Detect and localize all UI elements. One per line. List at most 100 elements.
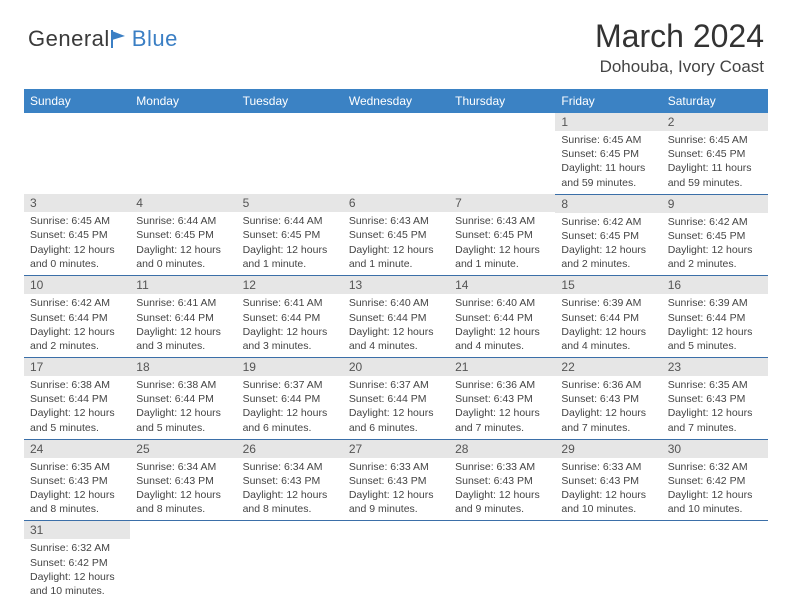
day-number: 1: [555, 113, 661, 131]
daylight-line: Daylight: 12 hours and 5 minutes.: [668, 325, 762, 353]
day-number: 11: [130, 276, 236, 294]
daylight-line: Daylight: 12 hours and 3 minutes.: [136, 325, 230, 353]
empty-cell: [449, 113, 555, 194]
day-cell: 14Sunrise: 6:40 AMSunset: 6:44 PMDayligh…: [449, 276, 555, 358]
day-number: 19: [237, 358, 343, 376]
sunset-line: Sunset: 6:43 PM: [243, 474, 337, 488]
day-details: Sunrise: 6:37 AMSunset: 6:44 PMDaylight:…: [237, 376, 343, 439]
sunset-line: Sunset: 6:43 PM: [561, 474, 655, 488]
weekday-header: Sunday: [24, 89, 130, 113]
day-details: Sunrise: 6:33 AMSunset: 6:43 PMDaylight:…: [343, 458, 449, 521]
logo: General Blue: [28, 18, 178, 52]
location: Dohouba, Ivory Coast: [595, 57, 764, 77]
daylight-line: Daylight: 12 hours and 5 minutes.: [30, 406, 124, 434]
day-cell: 28Sunrise: 6:33 AMSunset: 6:43 PMDayligh…: [449, 439, 555, 521]
day-number: 23: [662, 358, 768, 376]
day-number: 12: [237, 276, 343, 294]
day-details: Sunrise: 6:36 AMSunset: 6:43 PMDaylight:…: [449, 376, 555, 439]
day-cell: 22Sunrise: 6:36 AMSunset: 6:43 PMDayligh…: [555, 358, 661, 440]
day-cell: 15Sunrise: 6:39 AMSunset: 6:44 PMDayligh…: [555, 276, 661, 358]
day-number: 2: [662, 113, 768, 131]
daylight-line: Daylight: 12 hours and 1 minute.: [349, 243, 443, 271]
day-details: Sunrise: 6:34 AMSunset: 6:43 PMDaylight:…: [237, 458, 343, 521]
day-number: 3: [24, 194, 130, 212]
day-details: Sunrise: 6:36 AMSunset: 6:43 PMDaylight:…: [555, 376, 661, 439]
day-cell: 5Sunrise: 6:44 AMSunset: 6:45 PMDaylight…: [237, 194, 343, 276]
empty-cell: [24, 113, 130, 194]
month-title: March 2024: [595, 18, 764, 55]
day-number: 20: [343, 358, 449, 376]
day-details: Sunrise: 6:33 AMSunset: 6:43 PMDaylight:…: [555, 458, 661, 521]
title-block: March 2024 Dohouba, Ivory Coast: [595, 18, 764, 77]
day-number: 13: [343, 276, 449, 294]
day-details: Sunrise: 6:45 AMSunset: 6:45 PMDaylight:…: [24, 212, 130, 275]
day-details: Sunrise: 6:43 AMSunset: 6:45 PMDaylight:…: [449, 212, 555, 275]
daylight-line: Daylight: 12 hours and 8 minutes.: [30, 488, 124, 516]
sunrise-line: Sunrise: 6:34 AM: [243, 460, 337, 474]
day-details: Sunrise: 6:41 AMSunset: 6:44 PMDaylight:…: [237, 294, 343, 357]
sunset-line: Sunset: 6:45 PM: [455, 228, 549, 242]
sunrise-line: Sunrise: 6:39 AM: [561, 296, 655, 310]
sunset-line: Sunset: 6:45 PM: [668, 147, 762, 161]
day-cell: 16Sunrise: 6:39 AMSunset: 6:44 PMDayligh…: [662, 276, 768, 358]
sunrise-line: Sunrise: 6:35 AM: [30, 460, 124, 474]
daylight-line: Daylight: 12 hours and 7 minutes.: [561, 406, 655, 434]
day-cell: 31Sunrise: 6:32 AMSunset: 6:42 PMDayligh…: [24, 521, 130, 602]
daylight-line: Daylight: 12 hours and 0 minutes.: [136, 243, 230, 271]
sunset-line: Sunset: 6:43 PM: [349, 474, 443, 488]
day-number: 30: [662, 440, 768, 458]
empty-cell: [343, 113, 449, 194]
day-cell: 7Sunrise: 6:43 AMSunset: 6:45 PMDaylight…: [449, 194, 555, 276]
day-number: 9: [662, 195, 768, 213]
day-number: 7: [449, 194, 555, 212]
calendar-row: 24Sunrise: 6:35 AMSunset: 6:43 PMDayligh…: [24, 439, 768, 521]
day-number: 14: [449, 276, 555, 294]
day-details: Sunrise: 6:42 AMSunset: 6:45 PMDaylight:…: [662, 213, 768, 276]
sunset-line: Sunset: 6:43 PM: [668, 392, 762, 406]
sunrise-line: Sunrise: 6:45 AM: [561, 133, 655, 147]
day-number: 26: [237, 440, 343, 458]
sunrise-line: Sunrise: 6:44 AM: [243, 214, 337, 228]
day-details: Sunrise: 6:38 AMSunset: 6:44 PMDaylight:…: [130, 376, 236, 439]
day-details: Sunrise: 6:34 AMSunset: 6:43 PMDaylight:…: [130, 458, 236, 521]
sunrise-line: Sunrise: 6:39 AM: [668, 296, 762, 310]
day-details: Sunrise: 6:35 AMSunset: 6:43 PMDaylight:…: [662, 376, 768, 439]
weekday-header: Thursday: [449, 89, 555, 113]
day-details: Sunrise: 6:32 AMSunset: 6:42 PMDaylight:…: [24, 539, 130, 602]
sunrise-line: Sunrise: 6:42 AM: [668, 215, 762, 229]
sunrise-line: Sunrise: 6:41 AM: [243, 296, 337, 310]
day-cell: 13Sunrise: 6:40 AMSunset: 6:44 PMDayligh…: [343, 276, 449, 358]
sunrise-line: Sunrise: 6:37 AM: [243, 378, 337, 392]
day-details: Sunrise: 6:45 AMSunset: 6:45 PMDaylight:…: [555, 131, 661, 194]
sunrise-line: Sunrise: 6:42 AM: [561, 215, 655, 229]
sunrise-line: Sunrise: 6:35 AM: [668, 378, 762, 392]
sunset-line: Sunset: 6:43 PM: [136, 474, 230, 488]
sunset-line: Sunset: 6:45 PM: [668, 229, 762, 243]
empty-cell: [343, 521, 449, 602]
daylight-line: Daylight: 12 hours and 1 minute.: [455, 243, 549, 271]
daylight-line: Daylight: 12 hours and 2 minutes.: [668, 243, 762, 271]
sunrise-line: Sunrise: 6:41 AM: [136, 296, 230, 310]
weekday-header: Friday: [555, 89, 661, 113]
daylight-line: Daylight: 12 hours and 6 minutes.: [349, 406, 443, 434]
daylight-line: Daylight: 12 hours and 4 minutes.: [561, 325, 655, 353]
weekday-header: Monday: [130, 89, 236, 113]
daylight-line: Daylight: 12 hours and 10 minutes.: [561, 488, 655, 516]
daylight-line: Daylight: 12 hours and 5 minutes.: [136, 406, 230, 434]
day-number: 28: [449, 440, 555, 458]
calendar-row: 1Sunrise: 6:45 AMSunset: 6:45 PMDaylight…: [24, 113, 768, 194]
day-number: 17: [24, 358, 130, 376]
daylight-line: Daylight: 12 hours and 9 minutes.: [349, 488, 443, 516]
day-cell: 21Sunrise: 6:36 AMSunset: 6:43 PMDayligh…: [449, 358, 555, 440]
weekday-header-row: SundayMondayTuesdayWednesdayThursdayFrid…: [24, 89, 768, 113]
header: General Blue March 2024 Dohouba, Ivory C…: [0, 0, 792, 83]
daylight-line: Daylight: 11 hours and 59 minutes.: [668, 161, 762, 189]
day-details: Sunrise: 6:32 AMSunset: 6:42 PMDaylight:…: [662, 458, 768, 521]
day-number: 24: [24, 440, 130, 458]
sunset-line: Sunset: 6:45 PM: [243, 228, 337, 242]
day-number: 5: [237, 194, 343, 212]
sunset-line: Sunset: 6:44 PM: [243, 311, 337, 325]
sunset-line: Sunset: 6:45 PM: [561, 229, 655, 243]
empty-cell: [662, 521, 768, 602]
day-details: Sunrise: 6:45 AMSunset: 6:45 PMDaylight:…: [662, 131, 768, 194]
